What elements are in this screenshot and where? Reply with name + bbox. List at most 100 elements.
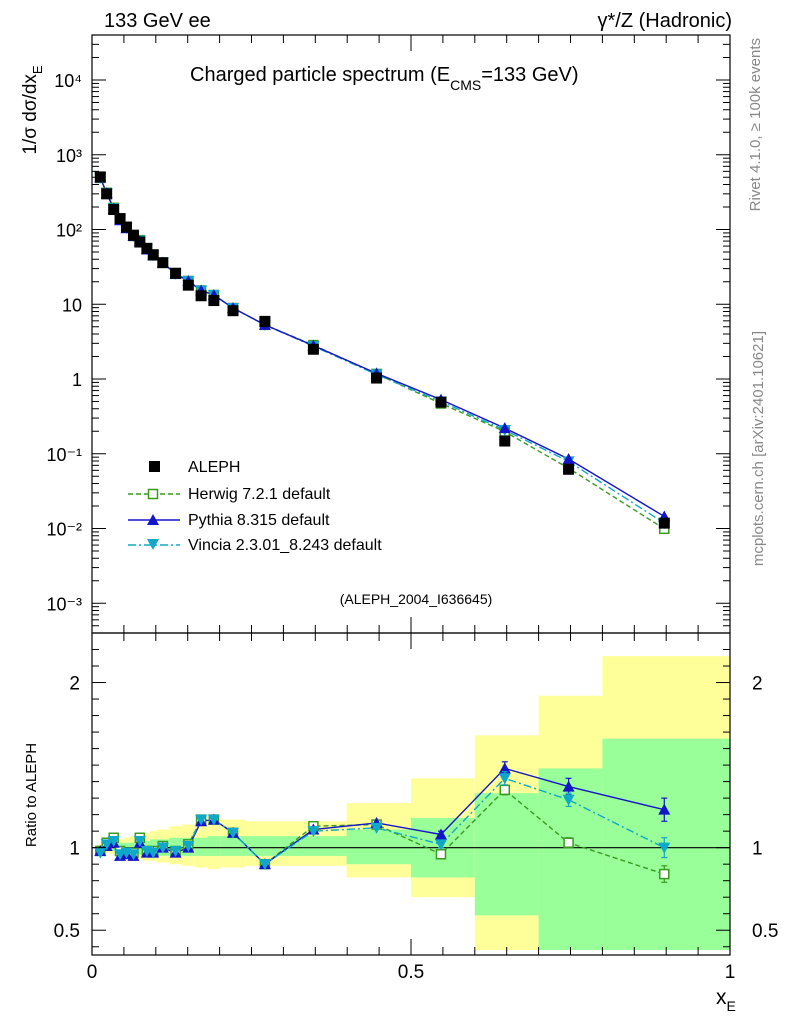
header-right: γ*/Z (Hadronic) xyxy=(598,10,732,32)
ratio-point-vincia xyxy=(207,814,220,826)
ratio-xtick-label: 1 xyxy=(725,962,736,983)
ratio-point-vincia xyxy=(658,842,671,854)
main-point-aleph xyxy=(371,372,383,384)
ratio-ytick-label: 0.5 xyxy=(54,921,80,942)
ratio-point-vincia xyxy=(195,814,208,826)
ratio-band-inner xyxy=(194,837,208,856)
main-y-label: 1/σ dσ/dxE xyxy=(20,65,45,155)
main-ytick-label: 10⁻¹ xyxy=(46,445,82,465)
legend: ALEPH Herwig 7.2.1 default Pythia 8.315 … xyxy=(128,459,382,554)
ratio-x-label-sub: E xyxy=(727,998,736,1014)
main-point-aleph xyxy=(101,188,113,200)
main-panel: 10⁻³ 10⁻² 10⁻¹ 1 10 10² 10³ 10⁴ Charged particl… xyxy=(20,34,731,634)
legend-label-aleph: ALEPH xyxy=(188,459,240,476)
main-point-aleph xyxy=(499,435,511,447)
main-point-aleph xyxy=(658,517,670,529)
main-point-aleph xyxy=(170,267,182,279)
ratio-point-pythia xyxy=(434,828,447,840)
ratio-point-herwig xyxy=(659,868,670,880)
ratio-point-pythia xyxy=(498,762,511,774)
ratio-point-vincia xyxy=(94,847,107,859)
ratio-point-vincia xyxy=(133,836,146,848)
main-ytick-label: 10³ xyxy=(56,146,82,166)
ratio-point-vincia xyxy=(107,836,120,848)
main-point-pythia xyxy=(562,453,575,465)
main-ytick-label: 10⁻³ xyxy=(46,594,82,614)
ratio-point-vincia xyxy=(156,842,169,854)
ratio-point-vincia xyxy=(147,847,160,859)
ratio-band-inner xyxy=(474,793,539,916)
ratio-ytick-label-right: 1 xyxy=(752,839,763,860)
main-point-aleph xyxy=(114,213,126,225)
ratio-xtick-label: 0.5 xyxy=(398,962,424,983)
main-ytick-label: 10 xyxy=(62,295,82,315)
legend-marker-vincia xyxy=(147,539,159,550)
ratio-point-vincia xyxy=(562,794,575,806)
main-point-aleph xyxy=(182,279,194,291)
side-label-bottom: mcplots.cern.ch [arXiv:2401.10621] xyxy=(750,331,767,566)
legend-label-herwig: Herwig 7.2.1 default xyxy=(188,486,331,503)
main-point-aleph xyxy=(120,221,132,233)
header-left: 133 GeV ee xyxy=(104,10,211,32)
legend-swatch-aleph xyxy=(149,461,160,472)
ratio-point-vincia xyxy=(434,839,447,851)
ratio-point-vincia xyxy=(100,839,113,851)
main-point-pythia xyxy=(498,422,511,434)
main-point-aleph xyxy=(195,290,207,302)
ratio-ytick-label: 1 xyxy=(69,839,80,860)
main-point-aleph xyxy=(108,204,120,216)
ratio-point-herwig xyxy=(499,784,511,796)
ratio-point-vincia xyxy=(307,826,320,838)
side-label-top: Rivet 4.1.0, ≥ 100k events xyxy=(747,38,764,211)
analysis-annotation: (ALEPH_2004_I636645) xyxy=(340,591,493,607)
ratio-ytick-label-right: 0.5 xyxy=(752,921,778,942)
ratio-band-inner xyxy=(220,836,246,856)
ratio-y-label: Ratio to ALEPH xyxy=(23,743,40,847)
main-point-aleph xyxy=(307,343,319,355)
ratio-point-pythia xyxy=(658,803,671,815)
main-point-aleph xyxy=(147,249,159,261)
ratio-point-vincia xyxy=(182,841,195,853)
ratio-point-herwig xyxy=(435,849,447,860)
ratio-point-vincia xyxy=(127,849,140,861)
main-title-sub: CMS xyxy=(450,77,481,93)
main-ytick-label: 10⁴ xyxy=(54,71,82,91)
main-point-aleph xyxy=(563,463,575,475)
main-point-aleph xyxy=(157,257,169,269)
main-y-label-text: 1/σ dσ/dx xyxy=(20,74,41,155)
ratio-frame xyxy=(91,632,731,956)
main-ytick-label: 10⁻² xyxy=(46,520,82,540)
legend-marker-pythia xyxy=(147,514,159,525)
main-title-text: Charged particle spectrum (E xyxy=(190,64,450,86)
main-y-label-sub: E xyxy=(30,65,45,74)
main-ytick-label: 1 xyxy=(72,370,82,390)
ratio-point-vincia xyxy=(370,822,383,834)
ratio-band-inner xyxy=(245,836,285,856)
main-point-aleph xyxy=(94,171,106,183)
main-point-aleph xyxy=(208,295,220,307)
main-point-aleph xyxy=(127,229,139,241)
ratio-point-vincia xyxy=(226,827,239,839)
ratio-point-vincia xyxy=(169,845,182,857)
main-title-end: =133 GeV) xyxy=(481,64,578,86)
legend-label-pythia: Pythia 8.315 default xyxy=(188,512,330,529)
ratio-ytick-label-right: 2 xyxy=(752,674,763,695)
ratio-x-label-text: x xyxy=(716,986,727,1009)
ratio-band-inner xyxy=(284,836,347,856)
main-ytick-label: 10² xyxy=(56,221,82,241)
main-point-aleph xyxy=(134,236,146,248)
ratio-band-inner xyxy=(346,829,411,865)
main-point-aleph xyxy=(435,396,447,408)
ratio-panel: 0.5 0.5 1 1 2 2 0 0.5 1 Ratio to ALEPH xE xyxy=(23,632,778,1014)
main-point-aleph xyxy=(259,315,271,327)
legend-label-vincia: Vincia 2.3.01_8.243 default xyxy=(188,537,382,554)
main-point-aleph xyxy=(227,305,239,317)
main-title: Charged particle spectrum (ECMS=133 GeV) xyxy=(190,64,579,93)
ratio-point-herwig xyxy=(563,837,574,848)
legend-marker-herwig xyxy=(147,488,159,500)
ratio-point-vincia xyxy=(258,859,271,871)
ratio-point-vincia xyxy=(498,773,511,785)
main-point-aleph xyxy=(141,242,153,254)
ratio-xtick-label: 0 xyxy=(87,962,98,983)
